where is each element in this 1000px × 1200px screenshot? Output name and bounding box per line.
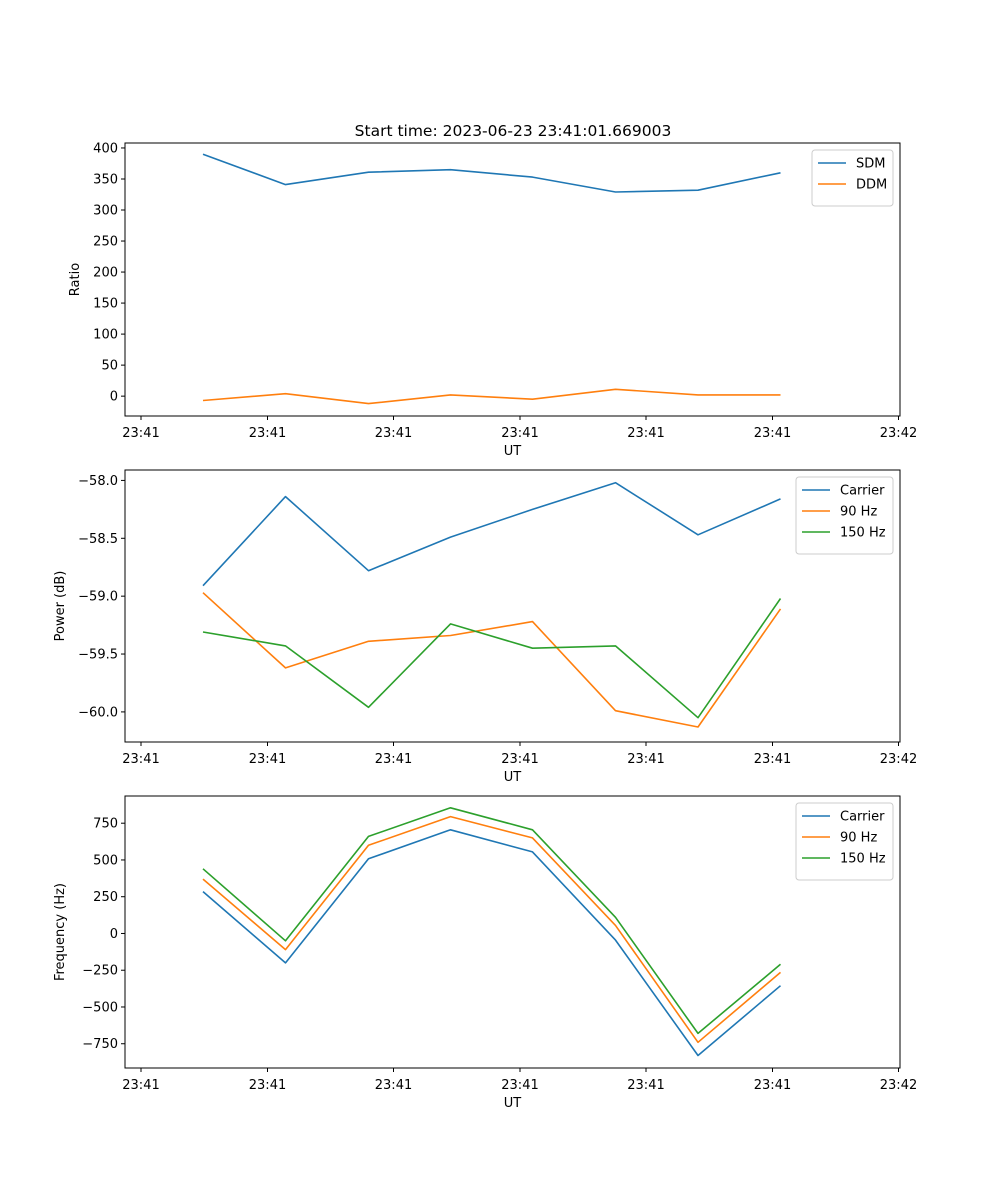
series-line-150-hz: [202, 806, 782, 1035]
x-tick-label: 23:42: [880, 1078, 917, 1093]
y-tick-label: 300: [93, 204, 118, 219]
y-tick-label: −58.5: [78, 532, 118, 547]
legend: Carrier 90 Hz 150 Hz: [795, 802, 894, 881]
series-line-150-hz: [202, 598, 782, 719]
x-tick-label: 23:41: [501, 426, 538, 441]
y-tick-label: 250: [93, 235, 118, 250]
axes-frame: [124, 142, 901, 417]
x-tick-label: 23:42: [880, 426, 917, 441]
legend-box: [811, 149, 894, 207]
axes-panel-3: −750 −500 −250 0 250 500 750 23:41 23:41 23:41 23:…: [53, 795, 917, 1111]
legend: Carrier 90 Hz 150 Hz: [795, 476, 894, 555]
x-tick-label: 23:41: [754, 752, 791, 767]
x-axis-label: UT: [504, 444, 522, 459]
x-tick-label: 23:41: [375, 1078, 412, 1093]
y-tick-label: 150: [93, 297, 118, 312]
series-line-sdm: [202, 153, 781, 193]
axes-panel-1: 0 50 100 150 200 250 300 350 400 23:41 23:41 23:41 2…: [68, 141, 917, 459]
y-axis-label: Frequency (Hz): [53, 883, 68, 981]
y-tick-label: 0: [110, 927, 118, 942]
y-tick-label: −59.0: [78, 590, 118, 605]
y-tick-label: −750: [82, 1037, 118, 1052]
x-axis-label: UT: [504, 1096, 522, 1111]
x-tick-label: 23:41: [122, 1078, 159, 1093]
series-line-ddm: [202, 388, 781, 405]
y-tick-label: 350: [93, 172, 118, 187]
series-line-carrier: [202, 828, 782, 1057]
y-tick-label: 50: [101, 359, 118, 374]
x-tick-label: 23:41: [754, 426, 791, 441]
legend-box: [795, 802, 894, 881]
x-axis-label: UT: [504, 770, 522, 785]
series-line-carrier: [202, 481, 781, 587]
x-tick-label: 23:41: [501, 752, 538, 767]
y-tick-label: 250: [93, 890, 118, 905]
legend: SDM DDM: [811, 149, 894, 207]
y-tick-label: −59.5: [78, 648, 118, 663]
y-tick-label: 100: [93, 328, 118, 343]
y-tick-label: 400: [93, 141, 118, 156]
x-tick-label: 23:41: [501, 1078, 538, 1093]
y-tick-label: 0: [110, 390, 118, 405]
x-tick-label: 23:41: [627, 1078, 664, 1093]
legend-label: 150 Hz: [840, 526, 886, 541]
x-tick-label: 23:42: [880, 752, 917, 767]
axes-frame: [124, 469, 901, 743]
legend-label: 90 Hz: [840, 505, 877, 520]
x-tick-label: 23:41: [627, 752, 664, 767]
x-tick-label: 23:41: [122, 752, 159, 767]
figure-title: Start time: 2023-06-23 23:41:01.669003: [355, 122, 672, 140]
legend-label: Carrier: [840, 484, 885, 499]
x-tick-label: 23:41: [249, 752, 286, 767]
x-tick-label: 23:41: [754, 1078, 791, 1093]
y-tick-label: 500: [93, 853, 118, 868]
y-tick-label: −58.0: [78, 474, 118, 489]
axes-panel-2: −60.0 −59.5 −59.0 −58.5 −58.0 23:41 23:41 23:41…: [53, 469, 917, 785]
x-tick-label: 23:41: [249, 1078, 286, 1093]
x-tick-label: 23:41: [375, 426, 412, 441]
x-tick-label: 23:41: [375, 752, 412, 767]
y-axis-label: Power (dB): [53, 571, 68, 642]
series-line-90-hz: [202, 815, 782, 1044]
legend-label: DDM: [856, 178, 887, 193]
series-line-90-hz: [202, 592, 782, 728]
y-tick-label: −60.0: [78, 705, 118, 720]
legend-label: 90 Hz: [840, 831, 877, 846]
y-axis-label: Ratio: [68, 263, 83, 296]
x-tick-label: 23:41: [249, 426, 286, 441]
axes-frame: [124, 795, 901, 1069]
y-tick-label: −500: [82, 1000, 118, 1015]
y-tick-label: 200: [93, 266, 118, 281]
legend-box: [795, 476, 894, 555]
y-tick-label: 750: [93, 817, 118, 832]
legend-label: Carrier: [840, 810, 885, 825]
legend-label: 150 Hz: [840, 852, 886, 867]
x-tick-label: 23:41: [627, 426, 664, 441]
legend-label: SDM: [856, 157, 885, 172]
x-tick-label: 23:41: [122, 426, 159, 441]
y-tick-label: −250: [82, 964, 118, 979]
